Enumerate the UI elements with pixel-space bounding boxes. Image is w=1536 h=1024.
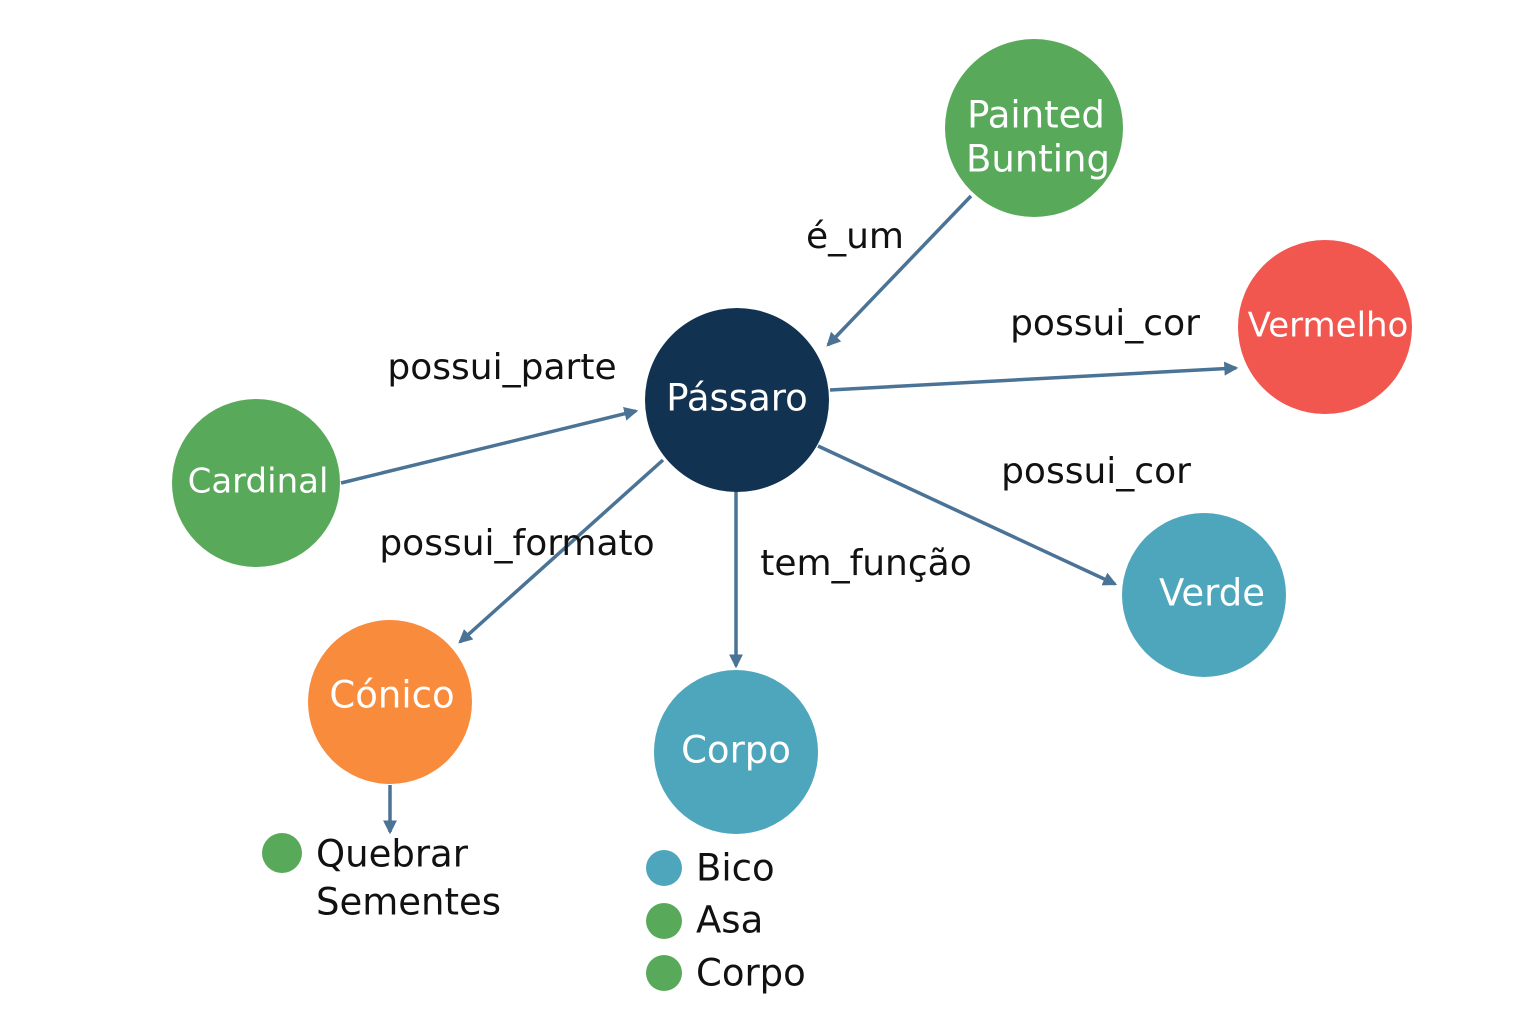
node-conico[interactable]: Cónico <box>308 620 472 784</box>
node-conico-circle <box>308 620 472 784</box>
edge-label-tem-funcao: tem_função <box>760 543 972 584</box>
node-painted-bunting-label-line2: Bunting <box>966 138 1110 181</box>
node-verde-label: Verde <box>1159 572 1265 615</box>
node-verde-circle <box>1122 513 1286 677</box>
edge-passaro-to-conico <box>458 458 665 644</box>
legend-corpo-text: Asa <box>696 899 763 942</box>
legend-corpo-item: Bico <box>646 847 775 890</box>
edge-painted-bunting-to-passaro <box>826 194 973 347</box>
legend-corpo-text: Corpo <box>696 952 806 995</box>
node-cardinal-circle <box>172 399 340 567</box>
legend-corpo: Bico Asa Corpo <box>646 847 806 995</box>
node-conico-label: Cónico <box>329 674 454 717</box>
edge-label-possui-formato: possui_formato <box>379 523 654 564</box>
node-passaro-circle <box>645 308 829 492</box>
node-vermelho[interactable]: Vermelho <box>1238 240 1412 414</box>
edge-label-e-um: é_um <box>806 216 904 257</box>
node-verde[interactable]: Verde <box>1122 513 1286 677</box>
node-painted-bunting-label-line1: Painted <box>967 94 1105 137</box>
legend-conico-dot <box>262 833 302 873</box>
edge-passaro-to-verde <box>817 444 1118 586</box>
node-cardinal[interactable]: Cardinal <box>172 399 340 567</box>
legend-conico: Quebrar Sementes <box>262 833 501 924</box>
legend-corpo-dot <box>646 850 682 886</box>
node-corpo-label: Corpo <box>681 729 791 772</box>
legend-corpo-item: Corpo <box>646 952 806 995</box>
edge-label-possui-cor-vermelho: possui_cor <box>1010 303 1200 344</box>
node-painted-bunting[interactable]: Painted Bunting <box>945 39 1123 217</box>
node-vermelho-circle <box>1238 240 1412 414</box>
node-cardinal-label: Cardinal <box>188 462 329 502</box>
node-vermelho-label: Vermelho <box>1248 306 1409 346</box>
legend-corpo-item: Asa <box>646 899 763 942</box>
node-painted-bunting-circle <box>945 39 1123 217</box>
legend-conico-text-line2: Sementes <box>316 881 501 924</box>
edge-passaro-to-vermelho <box>829 361 1239 392</box>
legend-corpo-dot <box>646 955 682 991</box>
edge-label-possui-parte: possui_parte <box>387 347 616 388</box>
legend-corpo-text: Bico <box>696 847 775 890</box>
node-passaro[interactable]: Pássaro <box>645 308 829 492</box>
node-corpo-circle <box>654 670 818 834</box>
node-passaro-label: Pássaro <box>666 377 808 420</box>
edge-label-possui-cor-verde: possui_cor <box>1001 451 1191 492</box>
legend-corpo-dot <box>646 903 682 939</box>
edge-cardinal-to-passaro <box>340 406 639 485</box>
legend-conico-text-line1: Quebrar <box>316 833 469 876</box>
node-corpo[interactable]: Corpo <box>654 670 818 834</box>
